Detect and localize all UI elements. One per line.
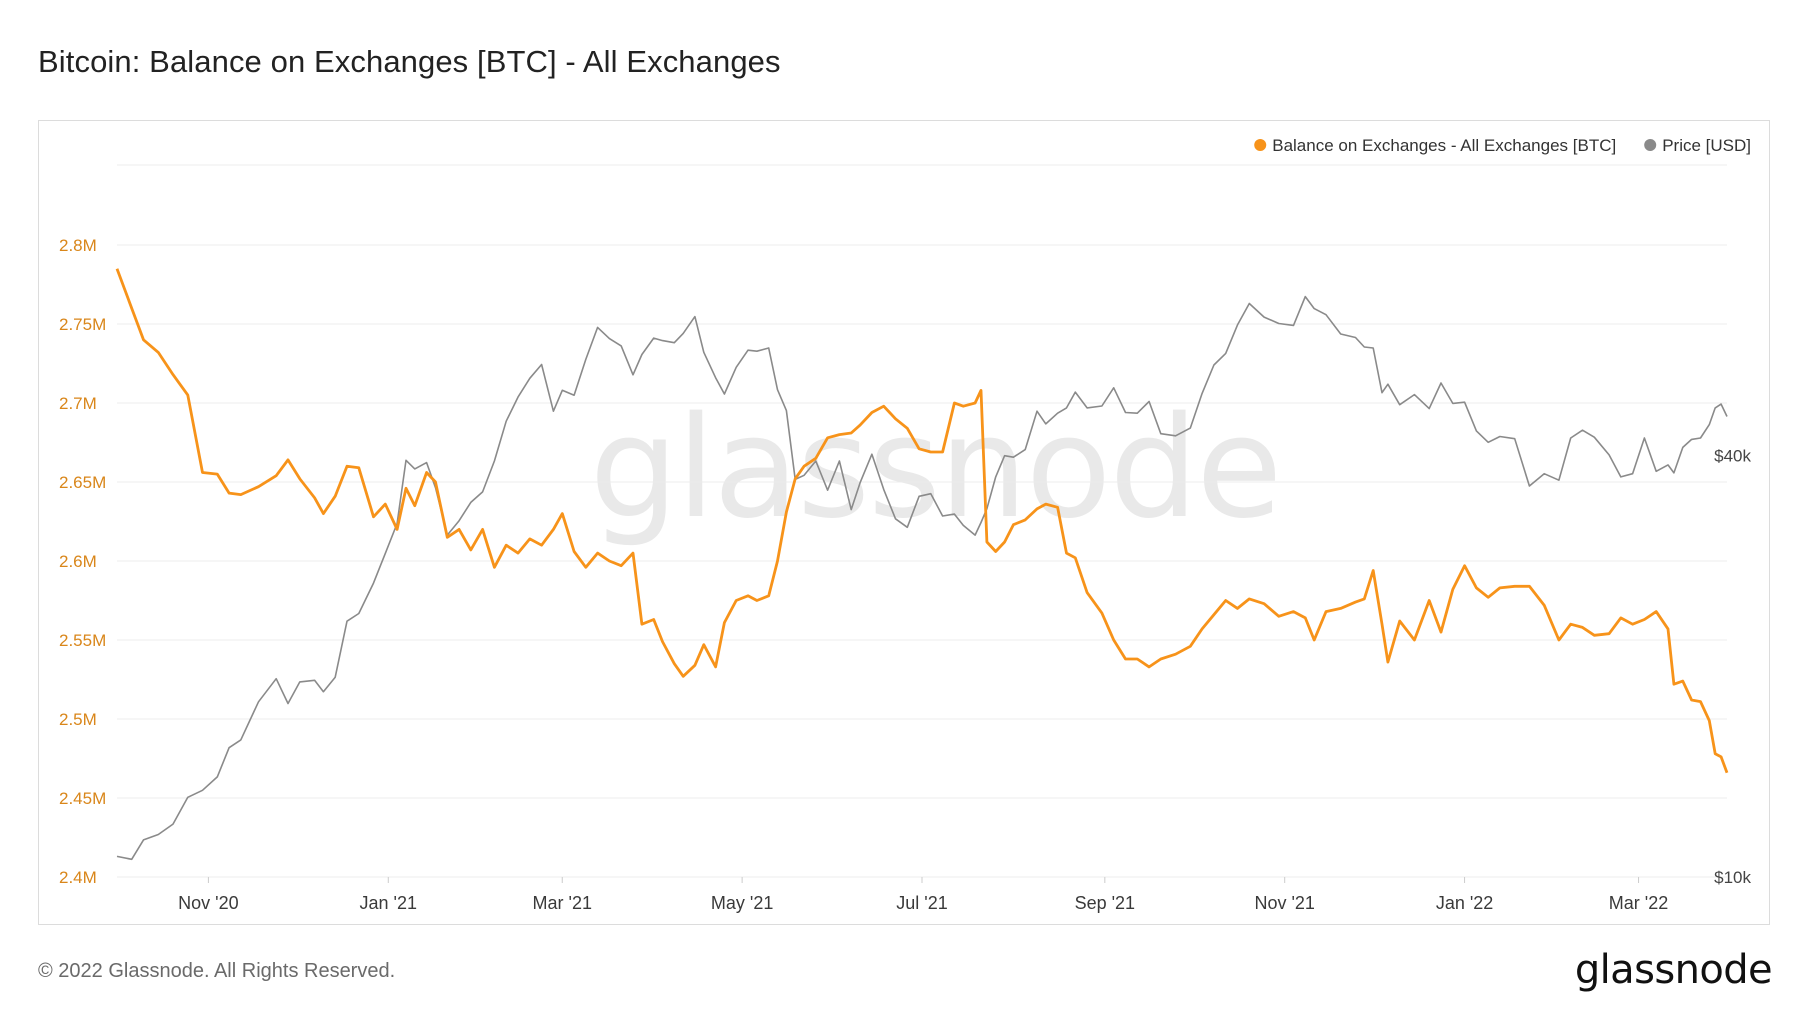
left-tick-label: 2.5M: [59, 710, 97, 729]
left-tick-label: 2.4M: [59, 868, 97, 887]
legend-item-price: Price [USD]: [1662, 136, 1751, 155]
chart-watermark: glassnode: [590, 387, 1281, 550]
right-axis-ticks: $10k $40k: [1714, 447, 1751, 887]
left-axis-ticks: 2.4M 2.45M 2.5M 2.55M 2.6M 2.65M 2.7M 2.75M 2.8M: [59, 236, 106, 887]
left-tick-label: 2.75M: [59, 315, 106, 334]
left-tick-label: 2.8M: [59, 236, 97, 255]
legend-item-balance: Balance on Exchanges - All Exchanges [BT…: [1272, 136, 1616, 155]
page-title: Bitcoin: Balance on Exchanges [BTC] - Al…: [38, 44, 781, 79]
legend-dot-balance: [1254, 139, 1267, 151]
legend-dot-price: [1644, 139, 1657, 151]
x-tick-label: May '21: [711, 893, 773, 913]
x-tick-label: Nov '20: [178, 893, 238, 913]
left-tick-label: 2.45M: [59, 789, 106, 808]
price-series-line: [116, 295, 1728, 861]
x-tick-label: Nov '21: [1254, 893, 1314, 913]
right-tick-label: $10k: [1714, 868, 1751, 887]
left-tick-label: 2.7M: [59, 394, 97, 413]
left-tick-label: 2.6M: [59, 552, 97, 571]
x-tick-label: Sep '21: [1075, 893, 1136, 913]
series-lines: [115, 268, 1729, 861]
x-tick-label: Jul '21: [896, 893, 947, 913]
balance-series-line: [115, 268, 1729, 774]
legend: Price [USD] Balance on Exchanges - All Ex…: [1254, 136, 1751, 155]
right-tick-label: $40k: [1714, 447, 1751, 466]
x-tick-label: Jan '22: [1436, 893, 1493, 913]
chart-svg: glassnode 2.4M 2.45M 2.5M 2.55M 2.6M 2.65M 2.7…: [59, 136, 1751, 913]
chart-container: glassnode 2.4M 2.45M 2.5M 2.55M 2.6M 2.65M 2.7…: [38, 120, 1770, 925]
x-tick-label: Mar '22: [1609, 893, 1668, 913]
x-tick-label: Jan '21: [360, 893, 417, 913]
grid-lines: [117, 164, 1727, 878]
x-axis-ticks: Nov '20 Jan '21 Mar '21 May '21 Jul '21 Sep '…: [178, 877, 1668, 913]
x-tick-label: Mar '21: [533, 893, 592, 913]
left-tick-label: 2.55M: [59, 631, 106, 650]
glassnode-logo: glassnode: [1574, 947, 1773, 993]
left-tick-label: 2.65M: [59, 473, 106, 492]
footer-copyright: © 2022 Glassnode. All Rights Reserved.: [38, 960, 396, 982]
